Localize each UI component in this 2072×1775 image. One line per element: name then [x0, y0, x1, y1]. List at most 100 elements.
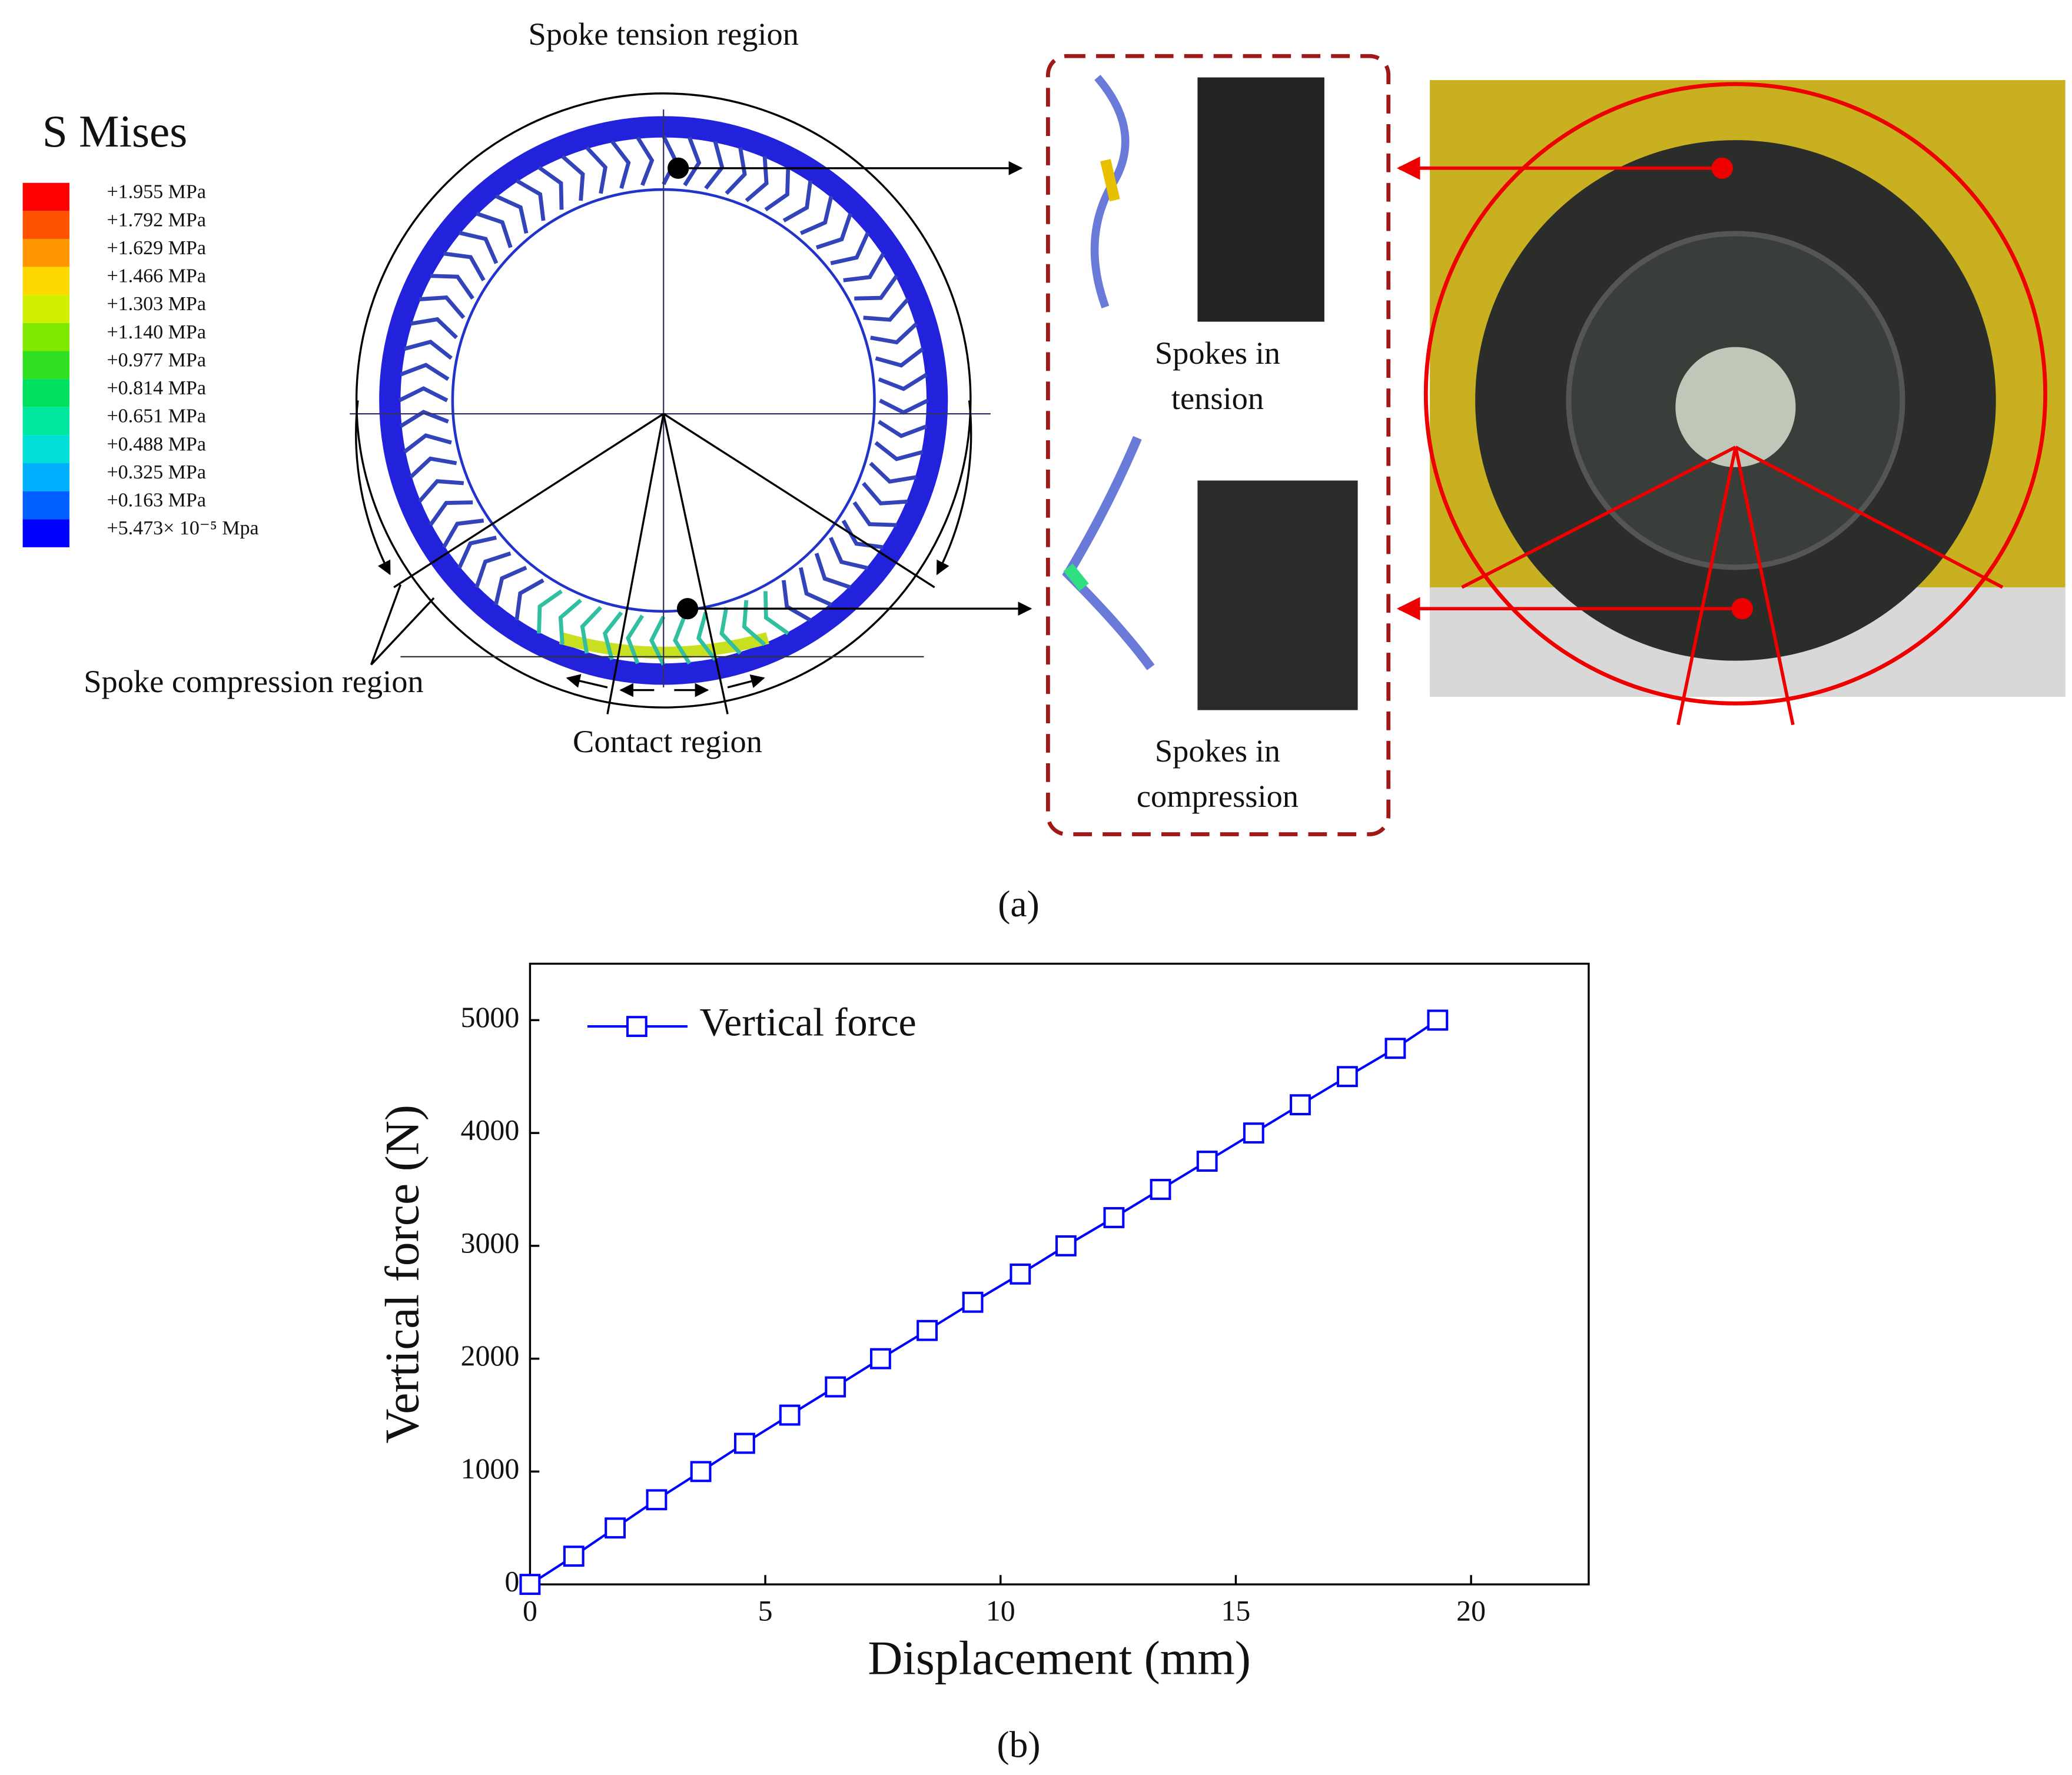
legend-label: +1.466 MPa [107, 265, 205, 287]
point [676, 598, 699, 620]
spoke [410, 317, 458, 340]
spoke [476, 211, 513, 248]
photo-point [1731, 598, 1753, 620]
marker [646, 1489, 668, 1511]
x-axis-label: Displacement (mm) [868, 1631, 1251, 1685]
legend-swatch [22, 267, 69, 295]
spoke [673, 614, 692, 665]
marker [870, 1348, 891, 1370]
marker [1427, 1009, 1449, 1031]
marker [962, 1291, 984, 1313]
spoke [878, 420, 928, 438]
spoke [830, 232, 870, 265]
stress-hot [1063, 563, 1089, 591]
tension-label: Spoke tension region [528, 16, 799, 52]
spoke [815, 212, 852, 250]
legend-label: +0.651 MPa [107, 405, 205, 427]
spoke [745, 156, 769, 202]
photo-outline [1423, 82, 2048, 706]
legend-swatch [22, 407, 69, 436]
y-axis-label: Vertical force (N) [376, 1105, 429, 1444]
marker [1103, 1207, 1125, 1228]
spoke [398, 386, 449, 403]
photo-compression [1197, 480, 1358, 710]
spoke [862, 481, 908, 506]
marker [734, 1432, 755, 1454]
caption-b: (b) [997, 1724, 1040, 1766]
marker [1055, 1235, 1077, 1257]
stress-hot [1100, 159, 1120, 202]
spoke [725, 147, 747, 195]
spokes-tension: Spokes in [1155, 335, 1280, 371]
spoke [400, 363, 450, 381]
spoke-compression-fe [1062, 436, 1155, 670]
x-tick-label: 20 [1456, 1594, 1486, 1627]
spoke [494, 566, 527, 606]
spoke [441, 518, 484, 549]
spoke [537, 165, 564, 210]
y-tick-label: 1000 [461, 1452, 520, 1485]
spoke [852, 501, 897, 527]
spoke [443, 251, 486, 281]
spoke [558, 599, 582, 645]
marker [1336, 1066, 1358, 1088]
legend-label: Vertical force [699, 1000, 916, 1045]
spoke [409, 456, 457, 479]
spoke [719, 607, 742, 655]
spoke [537, 589, 563, 634]
spoke [829, 537, 869, 570]
spoke [798, 567, 832, 607]
legend-label: +5.473× 10⁻⁵ Mpa [107, 517, 258, 539]
spoke [782, 180, 813, 222]
spoke [417, 479, 464, 503]
spoke [874, 441, 924, 461]
spoke [419, 295, 466, 320]
compression-label: Spoke compression region [84, 663, 423, 699]
spoke [602, 611, 623, 660]
spoke [474, 551, 512, 589]
marker [1243, 1122, 1264, 1144]
photo-point [1711, 157, 1733, 179]
point [668, 157, 689, 179]
plot-frame [529, 962, 1590, 1585]
spoke [696, 611, 717, 661]
legend-label: +1.140 MPa [107, 321, 205, 343]
legend-swatch [22, 463, 69, 491]
spoke [854, 274, 899, 301]
y-tick-label: 3000 [461, 1226, 520, 1259]
chart: (b) 0 5 10 15 20 0 1000 2000 3000 4000 5000 Displac… [376, 962, 1590, 1766]
marker [563, 1545, 585, 1567]
marker [1150, 1179, 1171, 1200]
spoke [799, 195, 834, 235]
marker [519, 1574, 541, 1595]
spoke [870, 322, 918, 345]
photo-hub [1675, 347, 1796, 467]
legend-swatch [22, 323, 69, 351]
spoke [841, 519, 884, 550]
legend-label: +1.303 MPa [107, 293, 205, 315]
spokes-compression: compression [1137, 778, 1299, 814]
detail-box [1046, 54, 1391, 836]
marker [605, 1517, 626, 1539]
spoke [494, 194, 529, 234]
x-tick-label: 15 [1221, 1594, 1251, 1627]
marker [1290, 1094, 1311, 1116]
spoke [814, 553, 851, 590]
x-tick-label: 10 [986, 1594, 1015, 1627]
spoke [610, 139, 631, 189]
spoke [869, 461, 917, 484]
spoke [429, 500, 473, 527]
spoke [764, 167, 791, 212]
legend-label: +0.488 MPa [107, 433, 205, 455]
spoke [878, 373, 928, 391]
spoke [514, 578, 544, 621]
spokes-tension: tension [1171, 380, 1264, 416]
legend-swatch [22, 295, 69, 323]
spoke [516, 179, 546, 221]
spoke [403, 340, 453, 360]
spokes [398, 135, 929, 666]
spoke [430, 274, 474, 300]
spoke [561, 154, 585, 201]
legend-swatch [22, 211, 69, 239]
